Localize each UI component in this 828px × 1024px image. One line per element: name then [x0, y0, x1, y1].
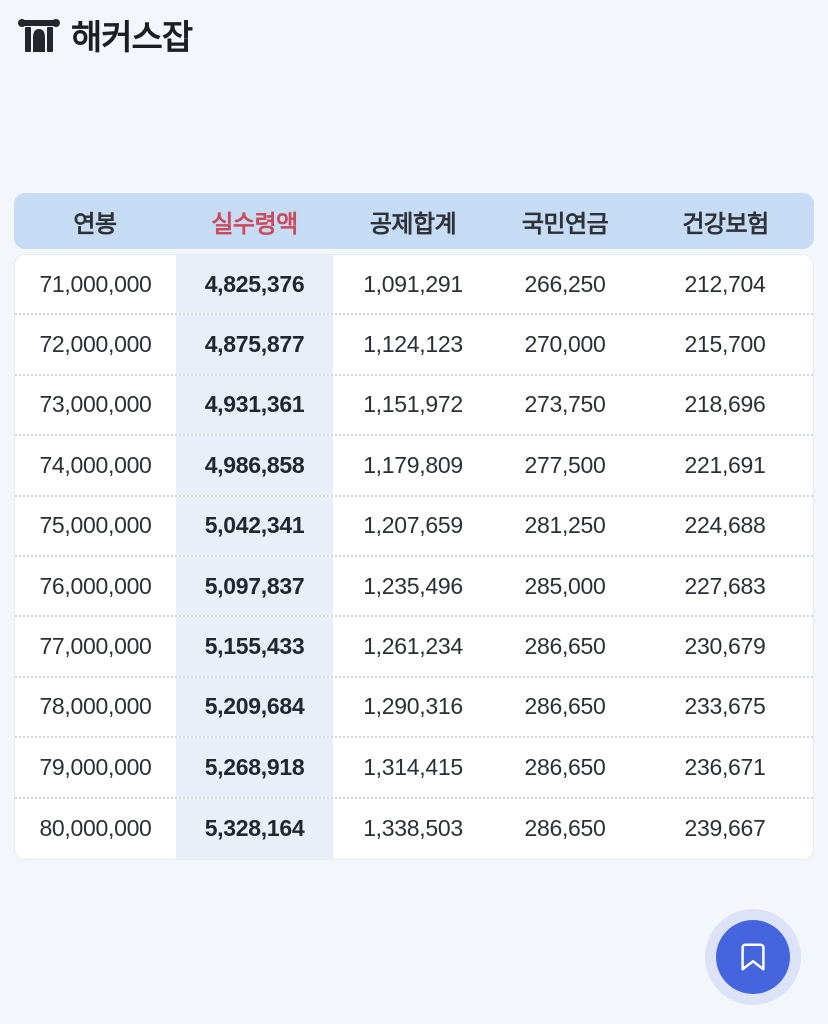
table-cell: 1,338,503: [363, 815, 463, 842]
table-cell: 1,207,659: [363, 512, 463, 539]
table-cell: 1,290,316: [363, 693, 463, 720]
table-cell: 79,000,000: [39, 753, 152, 780]
table-cell: 5,268,918: [176, 738, 333, 797]
table-header-row: 연봉 실수령액 공제합계 국민연금 건강보험: [14, 193, 814, 249]
column-header: 실수령액: [211, 210, 298, 238]
table-cell: 5,042,341: [176, 496, 333, 555]
table-cell: 224,688: [684, 512, 766, 539]
table-cell: 285,000: [524, 572, 606, 599]
table-cell: 215,700: [684, 331, 766, 358]
column-header: 연봉: [73, 210, 117, 238]
column-header: 국민연금: [521, 210, 609, 238]
table-cell: 270,000: [524, 331, 606, 358]
salary-table: 연봉 실수령액 공제합계 국민연금 건강보험 71,000,000 4,825,376 1,…: [14, 193, 814, 860]
table-cell: 277,500: [524, 451, 606, 478]
table-cell: 4,875,877: [176, 315, 333, 374]
table-row: 76,000,000 5,097,837 1,235,496 285,000 227,6…: [15, 556, 813, 618]
table-body: 71,000,000 4,825,376 1,091,291 266,250 212,7…: [14, 254, 814, 860]
table-cell: 78,000,000: [39, 693, 152, 720]
table-cell: 239,667: [684, 815, 766, 842]
table-row: 73,000,000 4,931,361 1,151,972 273,750 218,6…: [15, 375, 813, 437]
table-cell: 281,250: [524, 512, 606, 539]
table-row: 72,000,000 4,875,877 1,124,123 270,000 215,7…: [15, 315, 813, 376]
table-cell: 5,209,684: [176, 677, 333, 737]
table-cell: 286,650: [524, 633, 606, 660]
table-cell: 286,650: [524, 753, 606, 780]
table-row: 71,000,000 4,825,376 1,091,291 266,250 212,7…: [15, 255, 813, 316]
table-row: 75,000,000 5,042,341 1,207,659 281,250 224,6…: [15, 496, 813, 557]
table-cell: 227,683: [684, 572, 766, 599]
table-cell: 1,091,291: [363, 270, 463, 297]
table-cell: 72,000,000: [39, 331, 152, 358]
table-row: 80,000,000 5,328,164 1,338,503 286,650 239,6…: [15, 798, 813, 859]
table-cell: 77,000,000: [39, 633, 152, 660]
table-cell: 1,124,123: [363, 331, 463, 358]
table-cell: 71,000,000: [39, 270, 152, 297]
table-cell: 5,097,837: [176, 556, 333, 616]
table-cell: 286,650: [524, 815, 606, 842]
table-cell: 218,696: [684, 391, 766, 418]
table-cell: 4,825,376: [176, 255, 333, 314]
table-row: 77,000,000 5,155,433 1,261,234 286,650 230,6…: [15, 617, 813, 678]
table-cell: 266,250: [524, 270, 606, 297]
table-cell: 1,314,415: [363, 753, 463, 780]
table-cell: 212,704: [684, 270, 766, 297]
table-row: 78,000,000 5,209,684 1,290,316 286,650 233,6…: [15, 677, 813, 739]
table-cell: 73,000,000: [39, 391, 152, 418]
table-cell: 1,235,496: [363, 572, 463, 599]
table-cell: 1,179,809: [363, 451, 463, 478]
table-cell: 273,750: [524, 391, 606, 418]
table-cell: 75,000,000: [39, 512, 152, 539]
hackers-gate-icon: [16, 12, 62, 58]
table-cell: 5,328,164: [176, 798, 333, 859]
logo-text: 해커스잡: [71, 19, 193, 57]
table-cell: 5,155,433: [176, 617, 333, 676]
table-cell: 233,675: [684, 693, 766, 720]
table-cell: 1,261,234: [363, 633, 463, 660]
app-logo: 해커스잡: [16, 10, 193, 59]
table-row: 74,000,000 4,986,858 1,179,809 277,500 221,6…: [15, 436, 813, 497]
table-cell: 230,679: [684, 633, 766, 660]
table-cell: 1,151,972: [363, 391, 463, 418]
bookmark-icon: [736, 939, 770, 975]
column-header: 건강보험: [682, 210, 769, 238]
table-cell: 74,000,000: [39, 451, 152, 478]
bookmark-button[interactable]: [716, 920, 790, 994]
table-cell: 221,691: [684, 451, 766, 478]
table-cell: 80,000,000: [39, 815, 152, 842]
column-header: 공제합계: [369, 210, 457, 238]
table-cell: 76,000,000: [39, 572, 152, 599]
table-cell: 4,986,858: [176, 436, 333, 495]
table-row: 79,000,000 5,268,918 1,314,415 286,650 236,6…: [15, 738, 813, 799]
table-cell: 4,931,361: [176, 375, 333, 435]
table-cell: 236,671: [684, 753, 766, 780]
table-cell: 286,650: [524, 693, 606, 720]
